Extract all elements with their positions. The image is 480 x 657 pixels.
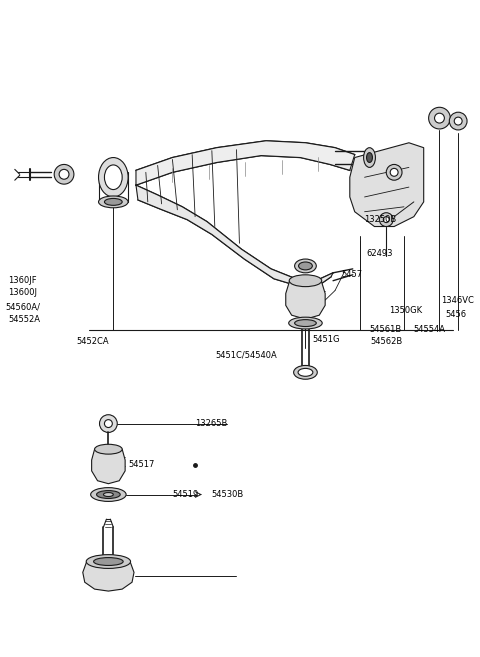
Circle shape [59, 170, 69, 179]
Ellipse shape [91, 487, 126, 501]
Text: 13600J: 13600J [8, 288, 37, 297]
Ellipse shape [105, 165, 122, 190]
Text: 54517: 54517 [128, 461, 155, 470]
Circle shape [379, 213, 393, 227]
Ellipse shape [105, 198, 122, 206]
Circle shape [105, 420, 112, 428]
Ellipse shape [289, 275, 322, 286]
Polygon shape [286, 281, 325, 319]
Polygon shape [83, 562, 134, 591]
Ellipse shape [295, 320, 316, 327]
Text: 54530B: 54530B [212, 490, 244, 499]
Ellipse shape [95, 444, 122, 454]
Ellipse shape [98, 158, 128, 197]
Ellipse shape [104, 493, 113, 497]
Circle shape [54, 164, 74, 184]
Circle shape [390, 168, 398, 176]
Ellipse shape [294, 365, 317, 379]
Circle shape [429, 107, 450, 129]
Text: 54519: 54519 [172, 490, 199, 499]
Polygon shape [92, 449, 125, 484]
Circle shape [449, 112, 467, 130]
Text: 13265B: 13265B [195, 419, 228, 428]
Text: 54561B: 54561B [370, 325, 402, 334]
Text: 5457: 5457 [341, 270, 362, 279]
Ellipse shape [298, 369, 313, 376]
Circle shape [454, 117, 462, 125]
Ellipse shape [295, 259, 316, 273]
Polygon shape [136, 185, 333, 288]
Ellipse shape [367, 152, 372, 162]
Text: 13250B: 13250B [365, 215, 397, 224]
Text: 54560A/: 54560A/ [5, 303, 40, 312]
Polygon shape [350, 143, 424, 227]
Text: 62493: 62493 [367, 248, 393, 258]
Polygon shape [136, 141, 355, 185]
Text: 1346VC: 1346VC [442, 296, 474, 305]
Ellipse shape [299, 262, 312, 270]
Ellipse shape [363, 148, 375, 168]
Text: 5451C/54540A: 5451C/54540A [216, 350, 277, 359]
Ellipse shape [96, 491, 120, 499]
Ellipse shape [94, 558, 123, 566]
Ellipse shape [288, 317, 322, 329]
Text: 1360JF: 1360JF [8, 276, 36, 285]
Text: 5451G: 5451G [312, 335, 340, 344]
Text: 54554A: 54554A [414, 325, 446, 334]
Circle shape [99, 415, 117, 432]
Text: 54562B: 54562B [371, 337, 403, 346]
Text: 5452CA: 5452CA [77, 337, 109, 346]
Ellipse shape [98, 196, 128, 208]
Text: 1350GK: 1350GK [389, 306, 422, 315]
Ellipse shape [86, 555, 131, 568]
Circle shape [386, 164, 402, 180]
Circle shape [384, 217, 389, 223]
Circle shape [434, 113, 444, 123]
Text: 54552A: 54552A [8, 315, 40, 324]
Text: 5456: 5456 [445, 309, 467, 319]
